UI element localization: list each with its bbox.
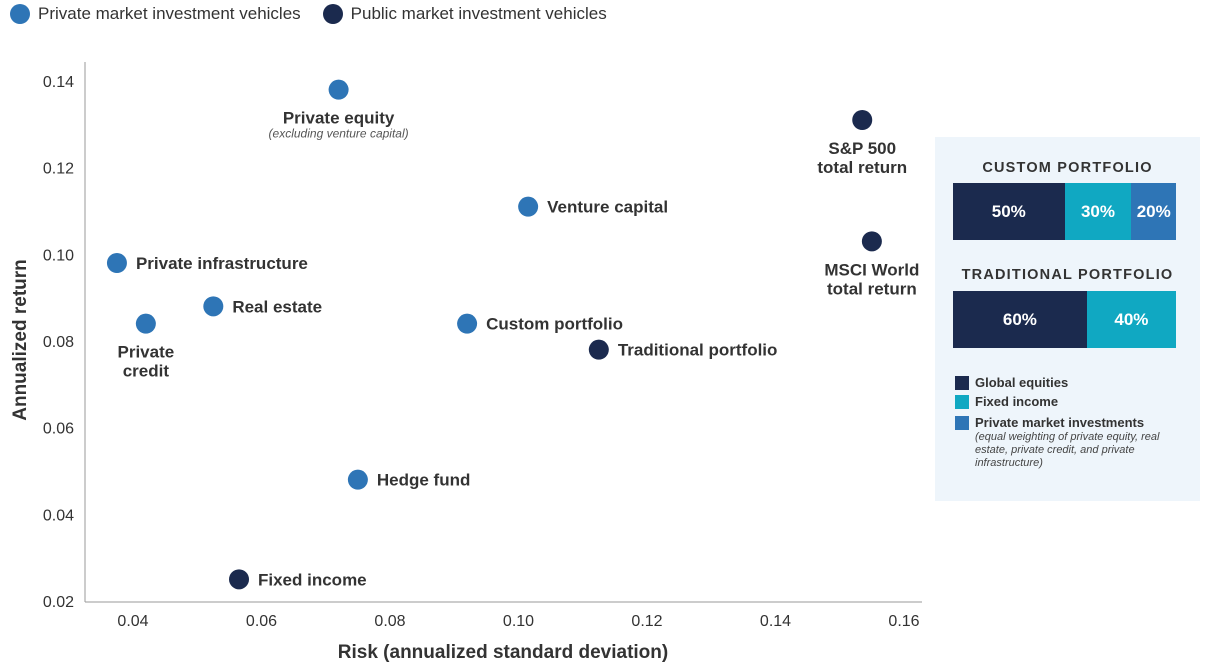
traditional-portfolio-title: TRADITIONAL PORTFOLIO (961, 267, 1174, 283)
legend-item-private: Private market investment vehicles (10, 4, 301, 24)
key-label-private-market: Private market investments (975, 415, 1145, 430)
key-private-market-note: (equal weighting of private equity, real… (975, 431, 1160, 469)
data-point (588, 339, 609, 360)
x-tick-label: 0.12 (631, 613, 662, 630)
data-point-label: Venture capital (547, 198, 668, 217)
swatch-global-equities (955, 376, 969, 390)
traditional-portfolio-segment-global-equities: 60% (953, 291, 1087, 348)
key-fixed-income: Fixed income (955, 394, 1058, 409)
portfolio-composition-panel: CUSTOM PORTFOLIO 50% 30% 20% TRADITIONAL P… (935, 137, 1200, 501)
custom-portfolio-segment-fixed-income: 30% (1064, 183, 1132, 240)
chart-legend: Private market investment vehicles Publi… (10, 4, 607, 24)
key-private-market: Private market investments (955, 415, 1144, 430)
x-tick-label: 0.16 (888, 613, 919, 630)
custom-portfolio-title: CUSTOM PORTFOLIO (982, 160, 1153, 176)
y-tick-label: 0.04 (43, 507, 74, 524)
legend-dot-public (322, 4, 343, 24)
y-axis-title: Annualized return (10, 259, 31, 421)
y-tick-label: 0.02 (43, 594, 74, 611)
legend-item-public: Public market investment vehicles (322, 4, 607, 24)
swatch-private-market (955, 416, 969, 430)
traditional-portfolio-segment-fixed-income: 40% (1086, 291, 1176, 348)
key-label-global-equities: Global equities (975, 375, 1069, 390)
data-point-label: MSCI World total return (824, 260, 919, 298)
y-tick-label: 0.06 (43, 421, 74, 438)
key-label-fixed-income: Fixed income (975, 394, 1059, 409)
data-point-label: Private infrastructure (136, 254, 308, 273)
swatch-fixed-income (955, 395, 969, 409)
x-axis-title: Risk (annualized standard deviation) (338, 642, 668, 663)
legend-dot-private (10, 4, 30, 24)
y-tick-label: 0.12 (43, 161, 74, 178)
traditional-portfolio-bar: 60% 40% (953, 291, 1176, 348)
custom-portfolio-bar: 50% 30% 20% (953, 183, 1176, 240)
data-point (106, 253, 127, 273)
x-tick-label: 0.06 (246, 613, 277, 630)
data-point (328, 79, 349, 100)
data-point (135, 313, 156, 334)
legend-label-private: Private market investment vehicles (38, 4, 301, 23)
y-tick-label: 0.14 (43, 74, 74, 91)
x-tick-label: 0.04 (117, 613, 148, 630)
key-global-equities: Global equities (955, 375, 1068, 390)
data-point-label: Private equity (283, 109, 395, 128)
data-point (852, 110, 873, 130)
y-tick-label: 0.08 (43, 334, 74, 351)
x-tick-label: 0.08 (374, 613, 405, 630)
data-point (229, 569, 250, 590)
data-point-label: Traditional portfolio (618, 341, 778, 360)
y-tick-labels: 0.14 0.12 0.10 0.08 0.06 0.04 0.02 (43, 74, 74, 611)
custom-portfolio-segment-global-equities: 50% (953, 183, 1065, 240)
data-point (203, 296, 224, 317)
data-point-label: Hedge fund (377, 471, 471, 490)
y-tick-label: 0.10 (43, 247, 74, 264)
data-point-label: S&P 500 total return (817, 139, 907, 177)
data-point (861, 231, 882, 252)
data-point-sublabel: (excluding venture capital) (269, 127, 409, 141)
data-point-label: Custom portfolio (486, 315, 623, 334)
data-point-label: Fixed income (258, 570, 367, 589)
custom-portfolio-segment-private-market: 20% (1131, 183, 1176, 240)
data-point (347, 469, 368, 490)
data-points: Private equity(excluding venture capital… (106, 79, 919, 590)
scatter-chart: 0.140.120.100.080.060.040.02 0.04 0.06 0.0… (10, 62, 922, 663)
x-tick-labels: 0.04 0.06 0.08 0.10 0.12 0.14 0.16 (117, 613, 919, 630)
data-point (518, 196, 539, 217)
data-point (457, 313, 478, 334)
data-point-label: Private credit (117, 343, 174, 381)
data-point-label: Real estate (232, 297, 322, 316)
legend-label-public: Public market investment vehicles (350, 4, 607, 23)
x-tick-label: 0.14 (760, 613, 791, 630)
x-tick-label: 0.10 (503, 613, 534, 630)
